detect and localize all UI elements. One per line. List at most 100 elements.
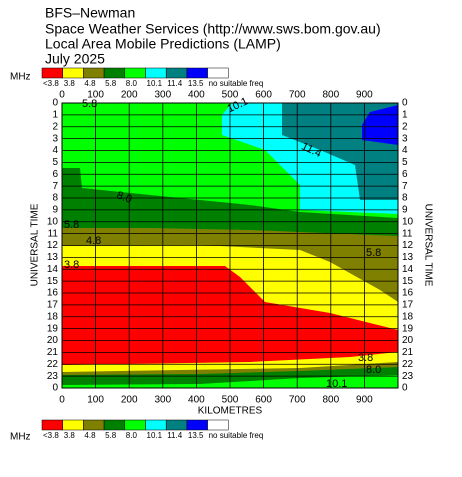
y-tick-label: 11 — [402, 228, 413, 239]
y-tick-label: 20 — [47, 335, 59, 346]
legend-label: no suitable freq — [209, 431, 264, 440]
legend-swatch — [103, 419, 126, 431]
title-line: July 2025 — [45, 51, 105, 67]
y-tick-label: 17 — [47, 300, 59, 311]
legend-label: 3.8 — [64, 79, 76, 88]
contour-label: 4.8 — [86, 235, 101, 247]
y-tick-label: 13 — [402, 252, 414, 263]
y-tick-label: 23 — [402, 371, 414, 382]
y-tick-label: 17 — [402, 300, 414, 311]
y-tick-label: 3 — [52, 133, 58, 144]
legend-swatch — [145, 419, 167, 431]
grid — [61, 102, 398, 389]
y-tick-label: 10 — [402, 216, 414, 227]
legend-swatch — [207, 67, 229, 79]
x-tick-label: 900 — [356, 90, 373, 101]
legend-swatch — [165, 419, 188, 431]
x-tick-label: 300 — [154, 90, 171, 101]
y-tick-label: 21 — [47, 347, 59, 358]
y-tick-label: 12 — [402, 240, 414, 251]
region — [62, 375, 398, 388]
x-tick-label: 200 — [121, 90, 138, 101]
y-tick-label: 15 — [47, 276, 59, 287]
y-tick-label: 14 — [402, 264, 414, 275]
x-tick-label: 500 — [222, 395, 239, 406]
y-tick-label: 8 — [402, 193, 408, 204]
y-tick-label: 13 — [47, 252, 59, 263]
y-tick-label: 0 — [52, 383, 58, 394]
x-tick-label: 100 — [87, 90, 104, 101]
y-tick-label: 10 — [47, 216, 59, 227]
y-tick-label: 22 — [402, 359, 414, 370]
legend-label: 10.1 — [147, 79, 163, 88]
legend-unit: MHz — [10, 72, 31, 83]
x-tick-label: 800 — [322, 395, 339, 406]
legend-swatch — [62, 419, 84, 431]
y-tick-label: 0 — [52, 98, 58, 109]
y-tick-label: 22 — [47, 359, 59, 370]
x-tick-label: 0 — [59, 395, 65, 406]
title-line: Local Area Mobile Predictions (LAMP) — [45, 36, 281, 52]
legend-label: 8.0 — [126, 431, 138, 440]
x-tick-label: 200 — [121, 395, 138, 406]
y-tick-label: 8 — [52, 193, 58, 204]
legend-swatch — [207, 419, 229, 431]
x-tick-label: 100 — [87, 395, 104, 406]
y-tick-label: 2 — [402, 121, 408, 132]
legend-label: no suitable freq — [209, 79, 264, 88]
y-tick-label: 9 — [402, 205, 408, 216]
x-tick-label: 700 — [289, 90, 306, 101]
legend-label: 8.0 — [126, 79, 138, 88]
contour-label: 5.8 — [82, 98, 97, 110]
y-tick-label: 1 — [402, 110, 408, 121]
y-tick-label: 21 — [402, 347, 414, 358]
x-tick-label: 300 — [154, 395, 171, 406]
x-tick-label: 400 — [188, 395, 205, 406]
contour-label: 3.8 — [64, 259, 79, 271]
contour-label: 5.8 — [64, 219, 79, 231]
title-line: Space Weather Services (http://www.sws.b… — [45, 21, 381, 37]
legend-swatch — [124, 419, 146, 431]
legend-swatch — [83, 419, 105, 431]
legend-swatch — [186, 67, 208, 79]
x-tick-label: 800 — [322, 90, 339, 101]
y-tick-label: 5 — [402, 157, 408, 168]
legend-swatch — [103, 67, 126, 79]
legend-swatch — [124, 67, 146, 79]
x-axis-label: KILOMETRES — [198, 406, 263, 417]
legend-label: 13.5 — [188, 79, 204, 88]
legend-unit: MHz — [10, 432, 31, 443]
y-tick-label: 16 — [47, 288, 59, 299]
title-line: BFS–Newman — [45, 5, 135, 21]
plot-border — [61, 102, 399, 389]
x-tick-label: 600 — [255, 395, 272, 406]
y-tick-label: 18 — [402, 311, 414, 322]
contour-label: 3.8 — [358, 352, 373, 364]
y-tick-label: 12 — [47, 240, 59, 251]
x-tick-label: 0 — [59, 90, 65, 101]
legend-label: <3.8 — [43, 431, 59, 440]
y-tick-label: 7 — [52, 181, 58, 192]
x-tick-label: 700 — [289, 395, 306, 406]
x-tick-label: 600 — [255, 90, 272, 101]
contour-label: 8.0 — [115, 189, 133, 206]
legend-swatch — [145, 67, 167, 79]
y-tick-label: 6 — [52, 169, 58, 180]
x-tick-label: 500 — [222, 90, 239, 101]
legend-label: <3.8 — [43, 79, 59, 88]
y-tick-label: 16 — [402, 288, 414, 299]
legend-label: 11.4 — [167, 431, 183, 440]
y-tick-label: 18 — [47, 311, 59, 322]
y-tick-label: 7 — [402, 181, 408, 192]
y-tick-label: 23 — [47, 371, 59, 382]
x-tick-label: 400 — [188, 90, 205, 101]
y-tick-label: 14 — [47, 264, 59, 275]
y-tick-label: 5 — [52, 157, 58, 168]
legend-swatch — [41, 419, 63, 431]
y-tick-label: 15 — [402, 276, 414, 287]
legend-label: 10.1 — [147, 431, 163, 440]
legend-label: 4.8 — [84, 431, 96, 440]
y-axis-label: UNIVERSAL TIME — [30, 203, 41, 286]
x-tick-label: 900 — [356, 395, 373, 406]
y-tick-label: 11 — [48, 228, 59, 239]
